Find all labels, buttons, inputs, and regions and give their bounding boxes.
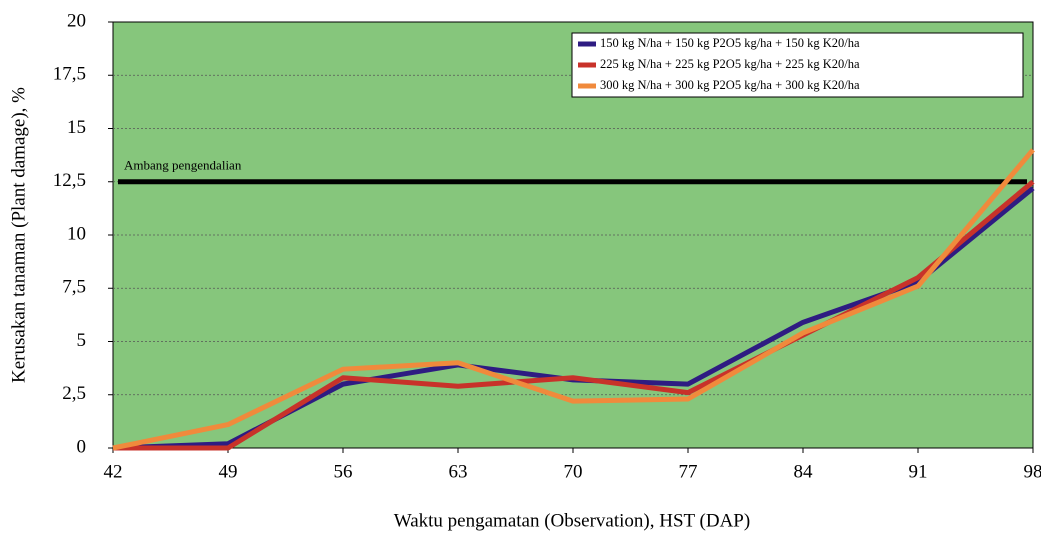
x-tick-label: 56 xyxy=(334,461,353,482)
y-tick-label: 12,5 xyxy=(53,170,86,191)
y-tick-label: 7,5 xyxy=(62,277,86,298)
x-tick-label: 91 xyxy=(909,461,928,482)
legend-label: 150 kg N/ha + 150 kg P2O5 kg/ha + 150 kg… xyxy=(600,36,860,50)
y-tick-label: 0 xyxy=(77,436,87,457)
x-axis-label: Waktu pengamatan (Observation), HST (DAP… xyxy=(394,510,750,531)
x-tick-label: 70 xyxy=(564,461,583,482)
x-tick-label: 63 xyxy=(449,461,468,482)
x-tick-label: 42 xyxy=(104,461,123,482)
x-tick-label: 98 xyxy=(1024,461,1041,482)
y-tick-label: 10 xyxy=(67,223,86,244)
y-tick-label: 15 xyxy=(67,117,86,138)
legend-label: 300 kg N/ha + 300 kg P2O5 kg/ha + 300 kg… xyxy=(600,78,860,92)
legend-label: 225 kg N/ha + 225 kg P2O5 kg/ha + 225 kg… xyxy=(600,57,860,71)
y-tick-label: 17,5 xyxy=(53,64,86,85)
x-tick-label: 84 xyxy=(794,461,814,482)
x-tick-label: 77 xyxy=(679,461,698,482)
y-axis-label: Kerusakan tanaman (Plant damage), % xyxy=(8,87,29,383)
y-tick-label: 20 xyxy=(67,10,86,31)
y-tick-label: 5 xyxy=(77,330,87,351)
y-tick-label: 2,5 xyxy=(62,383,86,404)
x-tick-label: 49 xyxy=(219,461,238,482)
threshold-label: Ambang pengendalian xyxy=(124,158,242,173)
